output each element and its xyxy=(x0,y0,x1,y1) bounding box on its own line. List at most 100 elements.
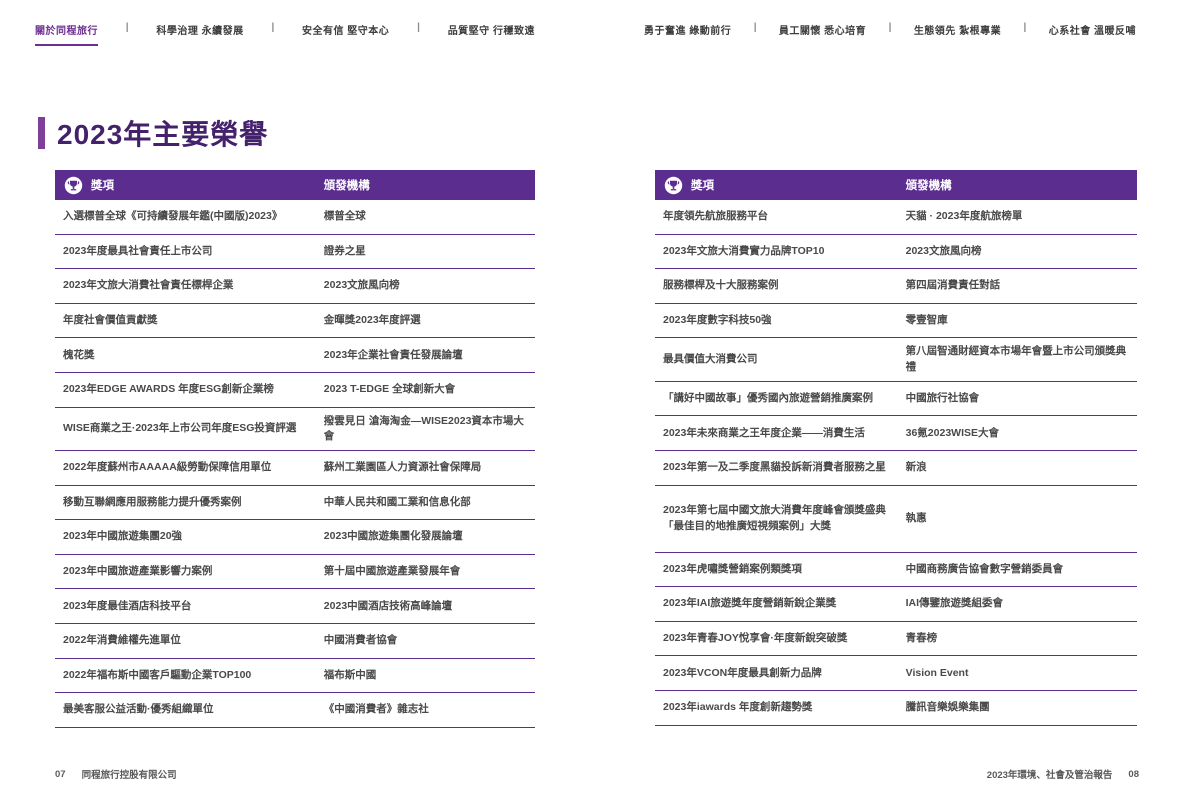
issuer-cell: 證券之星 xyxy=(323,244,366,257)
award-cell: 服務標桿及十大服務案例 xyxy=(663,279,779,292)
trophy-icon xyxy=(64,176,83,194)
nav-item[interactable]: 心系社會 溫暖反哺 xyxy=(1048,26,1136,37)
nav-item[interactable]: 員工關懷 悉心培育 xyxy=(778,26,867,37)
nav-separator: | xyxy=(888,22,892,33)
issuer-cell: 36氪2023WISE大會 xyxy=(905,426,999,439)
nav-separator: | xyxy=(125,22,129,33)
award-cell: 「講好中國故事」優秀國內旅遊營銷推廣案例 xyxy=(663,392,873,404)
trophy-icon xyxy=(664,176,683,194)
table-row: 2022年度蘇州市AAAAA級勞動保障信用單位 蘇州工業園區人力資源社會保障局 xyxy=(55,451,535,486)
award-cell: 最具價值大消費公司 xyxy=(663,352,758,365)
nav-separator: | xyxy=(1023,22,1027,33)
issuer-cell: 中華人民共和國工業和信息化部 xyxy=(323,495,471,508)
issuer-cell: 2023中國酒店技術高峰論壇 xyxy=(323,599,453,612)
issuer-cell: IAI傳鑒旅遊獎組委會 xyxy=(905,597,1004,610)
issuer-cell: 《中國消費者》雜志社 xyxy=(323,703,429,716)
award-cell: 最美客服公益活動·優秀組織單位 xyxy=(63,703,214,716)
award-cell: 2023年VCON年度最具創新力品牌 xyxy=(663,666,822,679)
issuer-cell: 蘇州工業園區人力資源社會保障局 xyxy=(323,461,482,474)
table-row: 2022年福布斯中國客戶驅動企業TOP100 福布斯中國 xyxy=(55,659,535,694)
issuer-cell: 中國消費者協會 xyxy=(323,634,398,647)
award-cell: 2023年中國旅遊集團20強 xyxy=(63,530,183,543)
award-cell: 2023年IAI旅遊獎年度營銷新銳企業獎 xyxy=(663,597,837,610)
title-accent-bar xyxy=(38,117,45,149)
nav-separator: | xyxy=(271,22,275,33)
issuer-cell: 標普全球 xyxy=(323,210,366,223)
report-name: 2023年環境、社會及管治報告 xyxy=(986,770,1113,781)
award-cell: 年度領先航旅服務平台 xyxy=(663,210,768,223)
nav-separator: | xyxy=(417,22,420,33)
title-block: 2023年主要榮譽 xyxy=(38,113,268,153)
issuer-cell: 中國旅行社協會 xyxy=(905,392,980,404)
award-cell: 年度社會價值貢獻獎 xyxy=(63,313,158,326)
award-cell: 槐花獎 xyxy=(63,348,95,361)
table-row: 2023年文旅大消費實力品牌TOP10 2023文旅風向榜 xyxy=(655,235,1137,270)
award-cell: 2022年消費維權先進單位 xyxy=(63,634,181,647)
table-row: 年度領先航旅服務平台 天貓 · 2023年度航旅榜單 xyxy=(655,200,1137,235)
award-cell: 2023年中國旅遊產業影響力案例 xyxy=(63,564,213,577)
column-header-issuer: 頒發機構 xyxy=(323,180,370,192)
table-row: 2023年中國旅遊產業影響力案例 第十屆中國旅遊產業發展年會 xyxy=(55,555,535,590)
award-cell: 2023年iawards 年度創新趨勢獎 xyxy=(663,701,813,714)
issuer-cell: 2023年企業社會責任發展論壇 xyxy=(323,348,463,361)
table-body: 年度領先航旅服務平台 天貓 · 2023年度航旅榜單 2023年文旅大消費實力品牌T… xyxy=(655,200,1137,726)
issuer-cell: 青春榜 xyxy=(905,631,938,644)
table-body: 入選標普全球《可持續發展年鑑(中國版)2023》 標普全球 2023年度最具社會責任… xyxy=(55,200,535,728)
award-cell: 移動互聯網應用服務能力提升優秀案例 xyxy=(63,495,242,508)
issuer-cell: 金暉獎2023年度評選 xyxy=(323,313,421,326)
table-row: 2023年文旅大消費社會責任標桿企業 2023文旅風向榜 xyxy=(55,269,535,304)
column-header-award: 獎項 xyxy=(691,180,714,192)
table-row: 移動互聯網應用服務能力提升優秀案例 中華人民共和國工業和信息化部 xyxy=(55,486,535,521)
issuer-cell: 福布斯中國 xyxy=(323,668,377,681)
table-row: 2023年未來商業之王年度企業——消費生活 36氪2023WISE大會 xyxy=(655,416,1137,451)
column-header-issuer: 頒發機構 xyxy=(905,180,952,192)
nav-item[interactable]: 科學治理 永續發展 xyxy=(156,26,244,37)
awards-table-right: 獎項 頒發機構 年度領先航旅服務平台 天貓 · 2023年度航旅榜單 2023年文旅… xyxy=(655,170,1137,726)
column-header-award: 獎項 xyxy=(91,180,114,192)
issuer-cell: 執惠 xyxy=(905,511,927,524)
table-row: 2023年中國旅遊集團20強 2023中國旅遊集團化發展論壇 xyxy=(55,520,535,555)
award-cell: 2023年度最具社會責任上市公司 xyxy=(63,244,213,257)
table-row: 年度社會價值貢獻獎 金暉獎2023年度評選 xyxy=(55,304,535,339)
award-cell: 2023年青春JOY悅享會·年度新銳突破獎 xyxy=(663,631,848,644)
issuer-cell: 2023文旅風向榜 xyxy=(323,279,400,292)
issuer-cell: 新浪 xyxy=(905,461,927,474)
issuer-cell: 中國商務廣告協會數字營銷委員會 xyxy=(905,562,1064,575)
top-nav: 關於同程旅行 | 科學治理 永續發展 | 安全有信 堅守本心 | 品質堅守 行穩致遠 勇于奮… xyxy=(35,22,1136,46)
issuer-cell: 第十屆中國旅遊產業發展年會 xyxy=(323,564,461,577)
table-row: WISE商業之王·2023年上市公司年度ESG投資評選 撥雲見日 滄海淘金—WIS… xyxy=(55,408,535,451)
nav-item[interactable]: 勇于奮進 綠動前行 xyxy=(644,26,732,37)
table-row: 槐花獎 2023年企業社會責任發展論壇 xyxy=(55,338,535,373)
award-cell: 2023年文旅大消費實力品牌TOP10 xyxy=(663,244,825,257)
nav-item[interactable]: 關於同程旅行 xyxy=(35,22,98,46)
table-row: 2023年第一及二季度黑貓投訴新消費者服務之星 新浪 xyxy=(655,451,1137,486)
issuer-cell: 第四屆消費責任對話 xyxy=(905,279,1001,292)
nav-item[interactable]: 安全有信 堅守本心 xyxy=(302,26,390,37)
issuer-cell: 撥雲見日 滄海淘金—WISE2023資本市場大會 xyxy=(323,414,524,442)
footer-right: 2023年環境、社會及管治報告 08 xyxy=(986,767,1139,782)
award-cell: 2023年第一及二季度黑貓投訴新消費者服務之星 xyxy=(663,461,886,474)
award-cell: 2023年文旅大消費社會責任標桿企業 xyxy=(63,279,234,292)
table-row: 入選標普全球《可持續發展年鑑(中國版)2023》 標普全球 xyxy=(55,200,535,235)
award-cell: 2023年虎嘯獎營銷案例類獎項 xyxy=(663,562,802,575)
table-row: 2023年度數字科技50強 零壹智庫 xyxy=(655,304,1137,339)
awards-table-left: 獎項 頒發機構 入選標普全球《可持續發展年鑑(中國版)2023》 標普全球 2023… xyxy=(55,170,535,728)
award-cell: 2022年度蘇州市AAAAA級勞動保障信用單位 xyxy=(63,461,272,474)
nav-item[interactable]: 生態領先 紮根專業 xyxy=(913,26,1002,37)
award-cell: WISE商業之王·2023年上市公司年度ESG投資評選 xyxy=(63,422,297,435)
issuer-cell: 零壹智庫 xyxy=(905,313,948,326)
page-number-left: 07 xyxy=(55,768,66,780)
table-row: 2023年EDGE AWARDS 年度ESG創新企業榜 2023 T-EDGE 全… xyxy=(55,373,535,408)
footer-left: 07 同程旅行控股有限公司 xyxy=(55,767,177,782)
award-cell: 2023年未來商業之王年度企業——消費生活 xyxy=(663,426,865,439)
table-row: 2023年度最佳酒店科技平台 2023中國酒店技術高峰論壇 xyxy=(55,589,535,624)
award-cell: 2023年度數字科技50強 xyxy=(663,313,772,326)
nav-right-page: 勇于奮進 綠動前行 | 員工關懷 悉心培育 | 生態領先 紮根專業 | 心系社會 溫暖反哺 xyxy=(644,22,1136,46)
nav-left-page: 關於同程旅行 | 科學治理 永續發展 | 安全有信 堅守本心 | 品質堅守 行穩致遠 xyxy=(35,22,535,46)
issuer-cell: 2023文旅風向榜 xyxy=(905,244,982,257)
issuer-cell: 第八屆智通財經資本市場年會暨上市公司頒獎典禮 xyxy=(905,345,1127,373)
table-row: 2023年度最具社會責任上市公司 證券之星 xyxy=(55,235,535,270)
nav-item[interactable]: 品質堅守 行穩致遠 xyxy=(447,26,535,37)
nav-separator: | xyxy=(753,22,757,33)
table-row: 2023年青春JOY悅享會·年度新銳突破獎 青春榜 xyxy=(655,622,1137,657)
